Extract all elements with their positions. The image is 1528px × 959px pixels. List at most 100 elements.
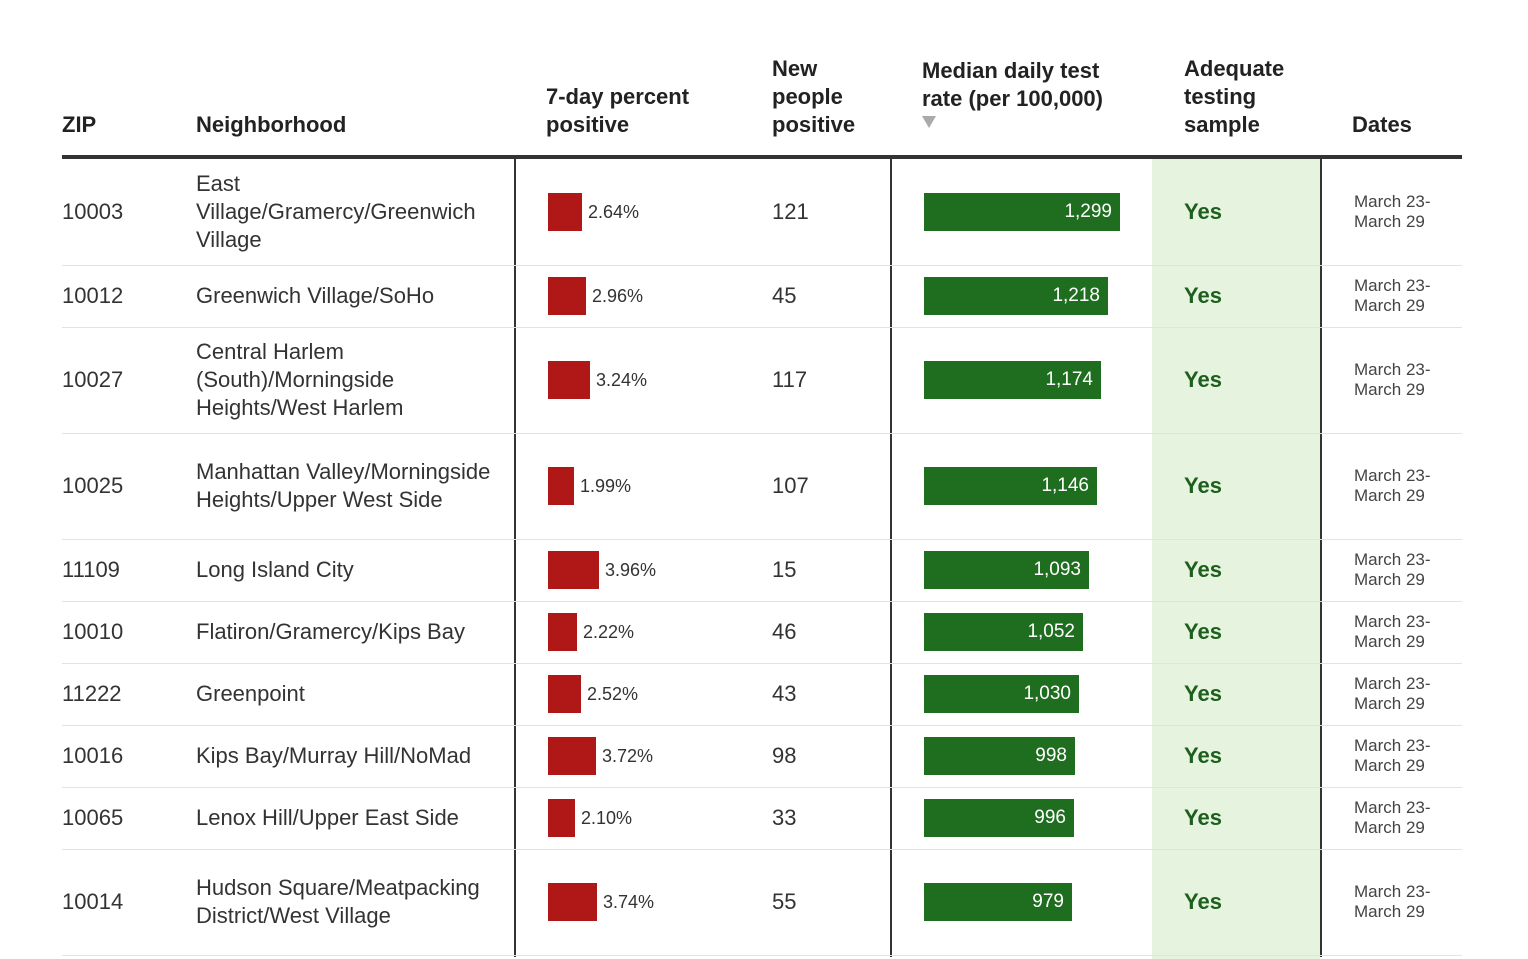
date-range: March 23- March 29 <box>1354 360 1431 400</box>
test-rate-cell: 1,218 <box>924 265 1108 327</box>
date-start: March 23- <box>1354 612 1431 631</box>
test-rate-bar: 1,030 <box>924 675 1079 713</box>
adequate-column-highlight <box>1152 159 1320 959</box>
percent-positive-cell: 3.96% <box>548 539 656 601</box>
zip-cell: 10012 <box>62 283 124 308</box>
zip-cell: 10014 <box>62 889 124 914</box>
header-adequate-sample[interactable]: Adequate testing sample <box>1184 56 1285 137</box>
date-start: March 23- <box>1354 550 1431 569</box>
table-row: 10012 Greenwich Village/SoHo 2.96% 45 1,218 Y… <box>62 265 1462 328</box>
test-rate-cell: 1,030 <box>924 663 1079 725</box>
adequate-sample-cell: Yes <box>1184 805 1222 830</box>
percent-positive-bar <box>548 467 574 505</box>
neighborhood-cell: Long Island City <box>196 557 354 582</box>
date-start: March 23- <box>1354 360 1431 379</box>
table-header: ZIP Neighborhood 7-day percent positive … <box>62 0 1462 159</box>
test-rate-bar: 1,093 <box>924 551 1089 589</box>
dates-cell: March 23- March 29 <box>1354 159 1431 265</box>
date-range: March 23- March 29 <box>1354 550 1431 590</box>
header-dates[interactable]: Dates <box>1352 112 1412 137</box>
dates-cell: March 23- March 29 <box>1354 433 1431 539</box>
column-divider-right <box>1320 157 1322 957</box>
dates-cell: March 23- March 29 <box>1354 539 1431 601</box>
adequate-sample-cell: Yes <box>1184 619 1222 644</box>
percent-positive-cell: 3.72% <box>548 725 653 787</box>
header-percent-positive[interactable]: 7-day percent positive <box>546 84 690 137</box>
test-rate-cell: 998 <box>924 725 1075 787</box>
test-rate-bar: 1,174 <box>924 361 1101 399</box>
header-neighborhood[interactable]: Neighborhood <box>196 112 347 137</box>
percent-positive-bar <box>548 361 590 399</box>
adequate-sample-cell: Yes <box>1184 743 1222 768</box>
date-end: March 29 <box>1354 296 1425 315</box>
date-start: March 23- <box>1354 674 1431 693</box>
table-row: 10014 Hudson Square/Meatpacking District/… <box>62 849 1462 956</box>
dates-cell: March 23- March 29 <box>1354 787 1431 849</box>
header-zip[interactable]: ZIP <box>62 112 97 137</box>
dates-cell: March 23- March 29 <box>1354 265 1431 327</box>
percent-positive-label: 3.96% <box>605 559 657 580</box>
neighborhood-cell: Greenpoint <box>196 681 305 706</box>
percent-positive-cell: 3.74% <box>548 849 654 955</box>
percent-positive-label: 2.10% <box>581 807 633 828</box>
test-rate-bar: 1,218 <box>924 277 1108 315</box>
neighborhood-cell: Kips Bay/Murray Hill/NoMad <box>196 743 472 768</box>
percent-positive-bar <box>548 613 577 651</box>
zip-cell: 10065 <box>62 805 124 830</box>
percent-positive-label: 1.99% <box>580 475 632 496</box>
date-end: March 29 <box>1354 570 1425 589</box>
date-range: March 23- March 29 <box>1354 882 1431 922</box>
date-end: March 29 <box>1354 756 1425 775</box>
new-positive-cell: 46 <box>772 619 797 644</box>
zip-cell: 10025 <box>62 473 124 498</box>
new-positive-cell: 117 <box>772 367 808 392</box>
percent-positive-label: 3.72% <box>602 745 654 766</box>
date-range: March 23- March 29 <box>1354 192 1431 232</box>
percent-positive-bar <box>548 675 581 713</box>
header-test-rate[interactable]: Median daily test rate (per 100,000) <box>922 57 1122 133</box>
adequate-sample-cell: Yes <box>1184 557 1222 582</box>
percent-positive-label: 3.24% <box>596 369 648 390</box>
header-new-positive[interactable]: New people positive <box>772 56 856 137</box>
zip-cell: 10003 <box>62 199 124 224</box>
test-rate-cell: 996 <box>924 787 1074 849</box>
new-positive-cell: 43 <box>772 681 797 706</box>
test-rate-bar: 996 <box>924 799 1074 837</box>
table-row: 10010 Flatiron/Gramercy/Kips Bay 2.22% 46 1,… <box>62 601 1462 664</box>
neighborhood-cell: East Village/Gramercy/Greenwich Village <box>196 171 476 252</box>
percent-positive-cell: 2.22% <box>548 601 634 663</box>
new-positive-cell: 121 <box>772 199 809 224</box>
percent-positive-label: 2.64% <box>588 201 640 222</box>
dates-cell: March 23- March 29 <box>1354 663 1431 725</box>
test-rate-cell: 1,093 <box>924 539 1089 601</box>
percent-positive-bar <box>548 193 582 231</box>
table-row: 10025 Manhattan Valley/Morningside Height… <box>62 433 1462 540</box>
neighborhood-cell: Greenwich Village/SoHo <box>196 283 435 308</box>
test-rate-cell: 1,146 <box>924 433 1097 539</box>
zip-cell: 10027 <box>62 367 124 392</box>
adequate-sample-cell: Yes <box>1184 367 1222 392</box>
percent-positive-cell: 2.52% <box>548 663 638 725</box>
new-positive-cell: 33 <box>772 805 797 830</box>
test-rate-cell: 979 <box>924 849 1072 955</box>
table-row: 10065 Lenox Hill/Upper East Side 2.10% 33 99… <box>62 787 1462 850</box>
date-range: March 23- March 29 <box>1354 736 1431 776</box>
adequate-sample-cell: Yes <box>1184 889 1222 914</box>
sort-descending-icon[interactable] <box>922 115 1122 133</box>
table-row: 10016 Kips Bay/Murray Hill/NoMad 3.72% 98 99… <box>62 725 1462 788</box>
percent-positive-bar <box>548 883 597 921</box>
date-end: March 29 <box>1354 818 1425 837</box>
zip-cell: 10016 <box>62 743 124 768</box>
test-rate-bar: 979 <box>924 883 1072 921</box>
table-row: 10003 East Village/Gramercy/Greenwich Vil… <box>62 159 1462 266</box>
neighborhood-cell: Hudson Square/Meatpacking District/West … <box>196 875 480 928</box>
table-row: 10027 Central Harlem (South)/Morningside … <box>62 327 1462 434</box>
percent-positive-label: 3.74% <box>603 891 655 912</box>
dates-cell: March 23- March 29 <box>1354 849 1431 955</box>
column-divider-middle <box>890 157 892 957</box>
test-rate-bar: 1,299 <box>924 193 1120 231</box>
date-start: March 23- <box>1354 736 1431 755</box>
dates-cell: March 23- March 29 <box>1354 601 1431 663</box>
adequate-sample-cell: Yes <box>1184 283 1222 308</box>
new-positive-cell: 55 <box>772 889 797 914</box>
